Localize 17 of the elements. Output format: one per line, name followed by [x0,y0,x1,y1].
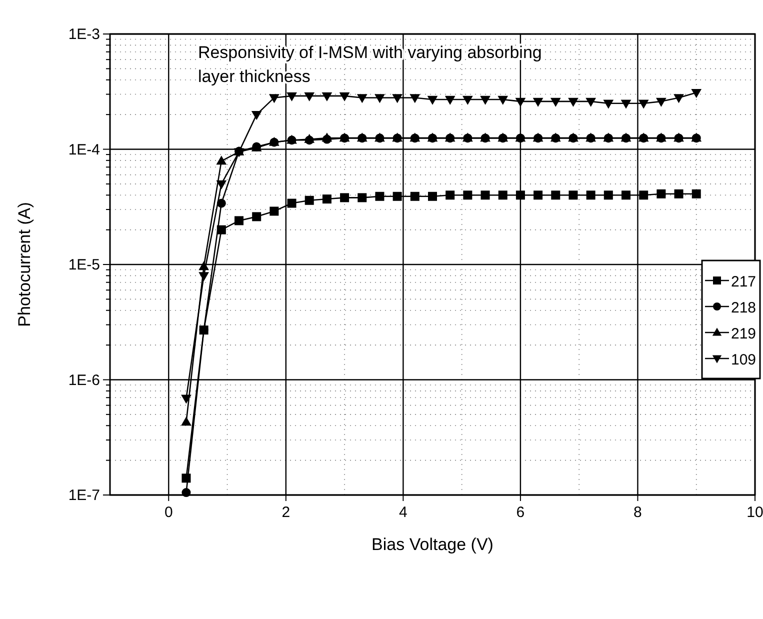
y-axis-title: Photocurrent (A) [15,202,34,327]
x-tick-label: 4 [399,504,408,521]
x-tick-label: 0 [164,504,173,521]
legend-label: 109 [731,352,756,368]
x-axis-title: Bias Voltage (V) [372,535,494,554]
y-tick-label: 1E-7 [68,487,100,504]
x-tick-label: 8 [634,504,642,521]
legend-label: 219 [731,326,756,342]
x-tick-label: 10 [746,504,763,521]
y-tick-label: 1E-3 [68,26,100,43]
y-tick-label: 1E-5 [68,256,100,274]
y-tick-label: 1E-6 [68,372,100,389]
x-tick-label: 6 [516,504,525,521]
legend-label: 217 [731,274,756,290]
x-tick-label: 2 [282,504,290,521]
legend-label: 218 [731,300,756,316]
y-tick-label: 1E-4 [68,141,100,158]
